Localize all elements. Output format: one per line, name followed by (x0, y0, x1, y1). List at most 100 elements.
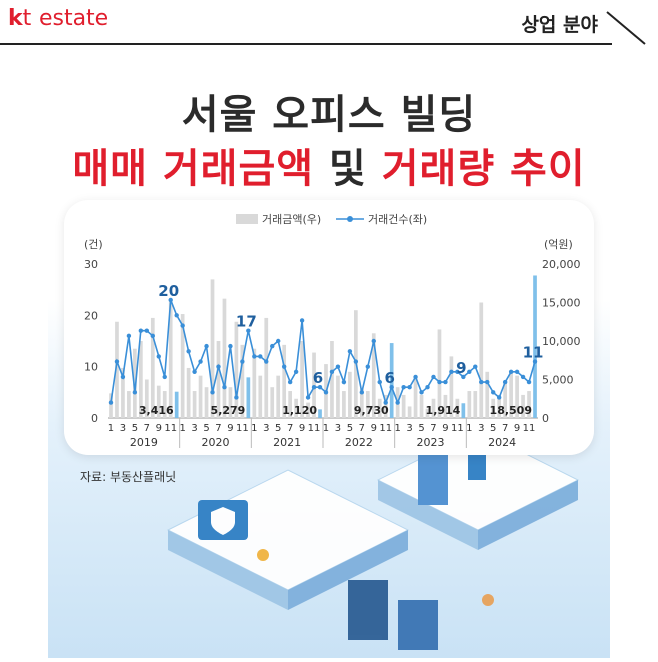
count-point (508, 369, 514, 374)
count-point (311, 385, 317, 390)
amount-bar (186, 367, 191, 418)
month-tick-label: 9 (299, 423, 305, 434)
count-annotation: 9 (456, 359, 466, 377)
legend-count: 거래건수(좌) (368, 213, 427, 226)
count-point (150, 333, 155, 339)
amount-bar (144, 379, 149, 418)
amount-bar (401, 394, 406, 418)
count-point (156, 354, 161, 359)
amount-bar (377, 398, 382, 418)
month-tick-label: 1 (251, 423, 257, 434)
amount-bar (443, 394, 448, 418)
count-point (467, 369, 472, 374)
amount-bar (431, 398, 436, 418)
count-point (299, 318, 305, 323)
chart-legend: 거래금액(우) 거래건수(좌) (236, 213, 427, 226)
amount-bar (234, 321, 239, 418)
month-tick-label: 7 (215, 423, 221, 434)
amount-bar (413, 375, 418, 418)
month-tick-label: 1 (394, 423, 400, 434)
amount-bar (533, 275, 537, 418)
count-point (216, 364, 221, 369)
amount-annotation: 18,509 (490, 404, 532, 417)
amount-bar (288, 391, 293, 418)
right-tick-label: 10,000 (542, 335, 581, 348)
amount-bar (162, 391, 167, 418)
logo-t: t (22, 6, 32, 31)
count-point (138, 328, 144, 333)
count-point (252, 354, 257, 359)
amount-bar (228, 387, 233, 418)
count-point (413, 374, 418, 380)
year-label: 2022 (345, 436, 373, 449)
count-point (491, 390, 496, 395)
count-point (395, 400, 400, 405)
count-point (168, 297, 173, 303)
count-point (293, 369, 299, 374)
kt-estate-logo[interactable]: kt estate (8, 6, 108, 31)
count-point (210, 390, 215, 395)
count-annotation: 11 (523, 344, 544, 362)
amount-bar (306, 402, 310, 418)
left-tick-label: 30 (84, 258, 98, 271)
legend-bar-swatch (236, 214, 258, 224)
count-point (526, 379, 532, 385)
amount-bar (270, 387, 275, 418)
amount-annotation: 3,416 (139, 404, 174, 417)
month-tick-label: 7 (359, 423, 365, 434)
amount-bar (216, 341, 221, 418)
chart-svg: 거래금액(우) 거래건수(좌) (건) (억원) 302010020,00015… (84, 213, 581, 449)
count-point (461, 374, 466, 380)
amount-bar (419, 394, 424, 418)
count-point (180, 323, 185, 328)
amount-bar (455, 398, 460, 418)
amount-bar (258, 375, 263, 418)
count-point (246, 328, 251, 333)
amount-bar (192, 391, 197, 418)
count-point (335, 364, 341, 369)
amount-bar (318, 409, 322, 418)
amount-bar (252, 348, 257, 418)
amount-bar (276, 375, 281, 418)
month-tick-label: 1 (179, 423, 185, 434)
amount-bar (336, 375, 340, 418)
right-tick-label: 15,000 (542, 297, 581, 310)
title-and: 및 (328, 146, 367, 192)
count-point (520, 374, 526, 380)
count-point (443, 379, 448, 385)
header-slash-decoration (606, 11, 646, 45)
chart-card: 거래금액(우) 거래건수(좌) (건) (억원) 30 20 10 0 20,000 15… (64, 200, 594, 455)
count-point (341, 379, 347, 385)
count-point (287, 379, 293, 385)
amount-bar (115, 321, 119, 418)
header: kt estate 상업 분야 (0, 0, 658, 48)
month-tick-label: 7 (430, 423, 436, 434)
year-label: 2024 (488, 436, 516, 449)
amount-bar (449, 356, 454, 418)
amount-annotation: 1,120 (282, 404, 317, 417)
year-label: 2021 (273, 436, 301, 449)
amount-bar (383, 394, 388, 418)
month-tick-label: 3 (263, 423, 269, 434)
right-tick-label: 0 (542, 412, 549, 425)
count-point (389, 385, 394, 390)
count-point (174, 313, 179, 318)
count-point (258, 354, 263, 359)
amount-bar (407, 406, 412, 418)
count-point (473, 364, 478, 369)
left-axis-unit: (건) (84, 238, 103, 251)
amount-bar (437, 329, 442, 418)
amount-bar (467, 391, 472, 418)
count-annotation: 6 (384, 369, 394, 387)
month-tick-label: 3 (335, 423, 341, 434)
month-tick-label: 5 (490, 423, 496, 434)
count-point (317, 385, 323, 390)
amount-bar (222, 298, 227, 418)
month-tick-label: 5 (275, 423, 281, 434)
amount-bar (473, 391, 478, 418)
month-tick-label: 11 (236, 423, 249, 434)
logo-k: k (8, 6, 23, 31)
count-point (532, 359, 538, 364)
count-point (162, 374, 167, 380)
month-tick-label: 7 (502, 423, 508, 434)
